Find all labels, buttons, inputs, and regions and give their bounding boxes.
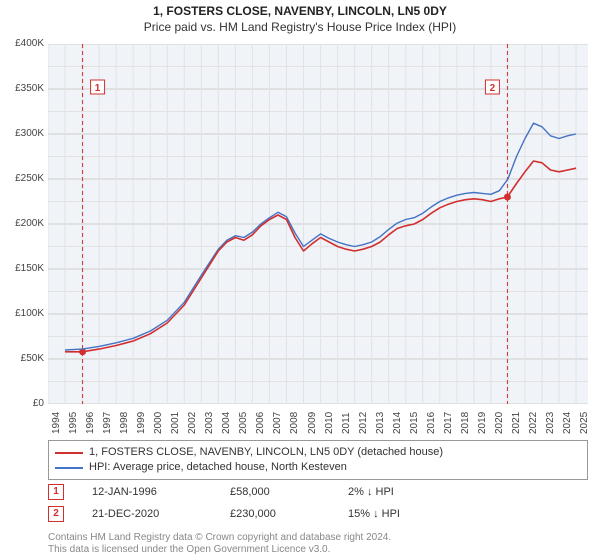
marker-table: 1 12-JAN-1996 £58,000 2% ↓ HPI 2 21-DEC-… <box>48 484 588 528</box>
x-tick-label: 2009 <box>307 412 318 434</box>
y-tick-label: £300K <box>0 128 44 139</box>
y-tick-label: £100K <box>0 308 44 319</box>
marker-date-2: 21-DEC-2020 <box>92 508 202 520</box>
marker-price-2: £230,000 <box>230 508 320 520</box>
x-tick-label: 1999 <box>136 412 147 434</box>
x-tick-label: 2023 <box>545 412 556 434</box>
footer-line-2: This data is licensed under the Open Gov… <box>48 544 588 556</box>
x-tick-label: 1996 <box>85 412 96 434</box>
footer: Contains HM Land Registry data © Crown c… <box>48 532 588 556</box>
x-tick-label: 1995 <box>68 412 79 434</box>
y-tick-label: £0 <box>0 398 44 409</box>
title-block: 1, FOSTERS CLOSE, NAVENBY, LINCOLN, LN5 … <box>0 0 600 34</box>
x-tick-label: 2001 <box>170 412 181 434</box>
x-tick-label: 1998 <box>119 412 130 434</box>
y-tick-label: £50K <box>0 353 44 364</box>
x-tick-label: 2014 <box>392 412 403 434</box>
svg-text:1: 1 <box>95 83 101 94</box>
legend-swatch-1 <box>55 452 83 454</box>
x-tick-label: 2016 <box>426 412 437 434</box>
x-tick-label: 2011 <box>341 412 352 434</box>
x-tick-label: 2020 <box>494 412 505 434</box>
x-tick-label: 2024 <box>562 412 573 434</box>
x-tick-label: 2000 <box>153 412 164 434</box>
x-tick-label: 2010 <box>324 412 335 434</box>
x-tick-label: 2022 <box>528 412 539 434</box>
marker-row-2: 2 21-DEC-2020 £230,000 15% ↓ HPI <box>48 506 588 522</box>
marker-price-1: £58,000 <box>230 486 320 498</box>
legend-row-2: HPI: Average price, detached house, Nort… <box>55 460 581 475</box>
x-tick-label: 2015 <box>409 412 420 434</box>
x-tick-label: 2008 <box>289 412 300 434</box>
chart-container: 1, FOSTERS CLOSE, NAVENBY, LINCOLN, LN5 … <box>0 0 600 560</box>
legend-swatch-2 <box>55 467 83 469</box>
y-tick-label: £400K <box>0 38 44 49</box>
y-tick-label: £350K <box>0 83 44 94</box>
x-tick-label: 2002 <box>187 412 198 434</box>
y-tick-label: £150K <box>0 263 44 274</box>
marker-row-1: 1 12-JAN-1996 £58,000 2% ↓ HPI <box>48 484 588 500</box>
x-tick-label: 2019 <box>477 412 488 434</box>
marker-pct-1: 2% ↓ HPI <box>348 486 438 498</box>
x-tick-label: 1997 <box>102 412 113 434</box>
legend-label-2: HPI: Average price, detached house, Nort… <box>89 460 347 475</box>
x-tick-label: 1994 <box>51 412 62 434</box>
x-tick-label: 2021 <box>511 412 522 434</box>
marker-badge-1: 1 <box>48 484 64 500</box>
x-tick-label: 2003 <box>204 412 215 434</box>
x-tick-label: 2006 <box>255 412 266 434</box>
x-tick-label: 2005 <box>238 412 249 434</box>
y-tick-label: £250K <box>0 173 44 184</box>
marker-badge-2: 2 <box>48 506 64 522</box>
footer-line-1: Contains HM Land Registry data © Crown c… <box>48 532 588 544</box>
x-tick-label: 2007 <box>272 412 283 434</box>
legend-row-1: 1, FOSTERS CLOSE, NAVENBY, LINCOLN, LN5 … <box>55 445 581 460</box>
title-line-2: Price paid vs. HM Land Registry's House … <box>0 20 600 34</box>
title-line-1: 1, FOSTERS CLOSE, NAVENBY, LINCOLN, LN5 … <box>0 4 600 18</box>
x-tick-label: 2018 <box>460 412 471 434</box>
x-tick-label: 2025 <box>579 412 590 434</box>
x-tick-label: 2013 <box>375 412 386 434</box>
x-tick-label: 2012 <box>358 412 369 434</box>
marker-date-1: 12-JAN-1996 <box>92 486 202 498</box>
svg-text:2: 2 <box>490 83 496 94</box>
y-tick-label: £200K <box>0 218 44 229</box>
legend-label-1: 1, FOSTERS CLOSE, NAVENBY, LINCOLN, LN5 … <box>89 445 443 460</box>
marker-pct-2: 15% ↓ HPI <box>348 508 438 520</box>
plot-area: 12 <box>48 44 588 404</box>
x-tick-label: 2004 <box>221 412 232 434</box>
x-tick-label: 2017 <box>443 412 454 434</box>
legend-box: 1, FOSTERS CLOSE, NAVENBY, LINCOLN, LN5 … <box>48 440 588 480</box>
plot-svg: 12 <box>48 44 588 404</box>
